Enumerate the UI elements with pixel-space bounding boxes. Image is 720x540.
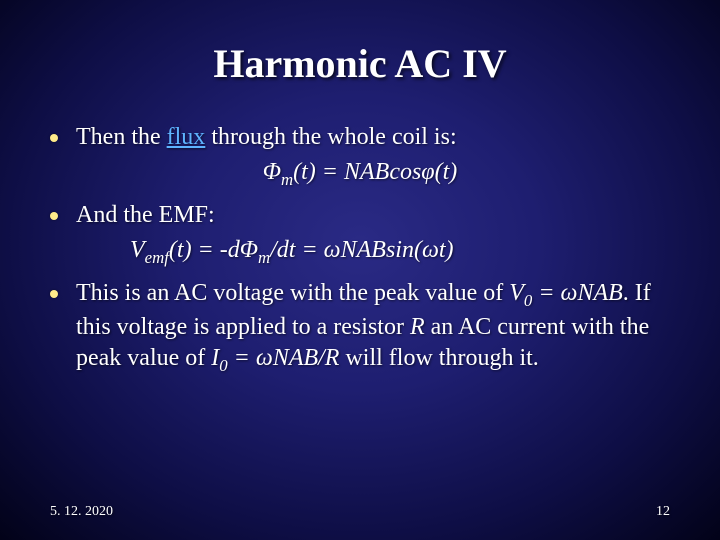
slide-footer: 5. 12. 2020 12 [50, 492, 670, 520]
equation-flux: Φm(t) = NABcosφ(t) [50, 159, 670, 190]
footer-date: 5. 12. 2020 [50, 504, 113, 520]
bullet-3-part1: This is an AC voltage with the peak valu… [76, 280, 509, 306]
bullet-marker-icon [50, 134, 58, 142]
bullet-1-post: through the whole coil is: [205, 124, 456, 150]
bullet-1-pre: Then the [76, 124, 167, 150]
bullet-2: And the EMF: [50, 200, 670, 231]
bullet-1: Then the flux through the whole coil is: [50, 122, 670, 153]
bullet-marker-icon [50, 290, 58, 298]
bullet-3-v0: V0 = ωNAB [509, 280, 623, 306]
flux-link[interactable]: flux [167, 124, 206, 150]
slide-content: Then the flux through the whole coil is:… [50, 122, 670, 492]
bullet-3-part4: will flow through it. [339, 345, 538, 371]
slide: Harmonic AC IV Then the flux through the… [0, 0, 720, 540]
bullet-3-R: R [410, 314, 425, 340]
bullet-3-i0: I0 = ωNAB/R [211, 345, 339, 371]
bullet-3: This is an AC voltage with the peak valu… [50, 278, 670, 376]
footer-pagenum: 12 [656, 504, 670, 520]
bullet-1-text: Then the flux through the whole coil is: [76, 122, 670, 153]
bullet-marker-icon [50, 212, 58, 220]
slide-title: Harmonic AC IV [50, 40, 670, 87]
bullet-3-text: This is an AC voltage with the peak valu… [76, 278, 670, 376]
bullet-2-text: And the EMF: [76, 200, 670, 231]
equation-emf: Vemf(t) = -dΦm/dt = ωNABsin(ωt) [130, 237, 670, 268]
